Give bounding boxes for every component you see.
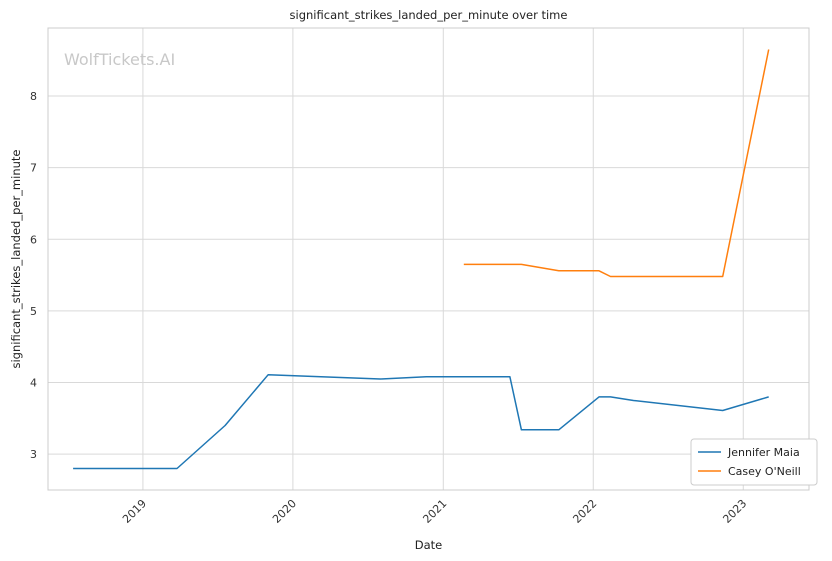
y-axis-label: significant_strikes_landed_per_minute bbox=[9, 150, 23, 369]
plot-frame bbox=[47, 27, 810, 491]
grid bbox=[48, 28, 809, 490]
legend-label: Casey O'Neill bbox=[728, 465, 801, 478]
y-tick-labels: 3 4 5 6 7 8 bbox=[30, 90, 37, 461]
series-line bbox=[463, 49, 770, 278]
y-tick-label: 6 bbox=[30, 233, 37, 246]
x-axis-label: Date bbox=[415, 538, 443, 552]
legend-box bbox=[690, 438, 818, 486]
watermark: WolfTickets.AI bbox=[64, 50, 175, 69]
chart-title: significant_strikes_landed_per_minute ov… bbox=[290, 8, 568, 22]
legend: Jennifer Maia Casey O'Neill bbox=[690, 438, 818, 486]
y-tick-label: 4 bbox=[30, 377, 37, 390]
legend-label: Jennifer Maia bbox=[727, 446, 800, 459]
series-layer bbox=[73, 49, 770, 470]
y-tick-label: 5 bbox=[30, 305, 37, 318]
series-line bbox=[73, 373, 769, 470]
y-tick-label: 3 bbox=[30, 448, 37, 461]
y-tick-label: 7 bbox=[30, 162, 37, 175]
y-tick-label: 8 bbox=[30, 90, 37, 103]
